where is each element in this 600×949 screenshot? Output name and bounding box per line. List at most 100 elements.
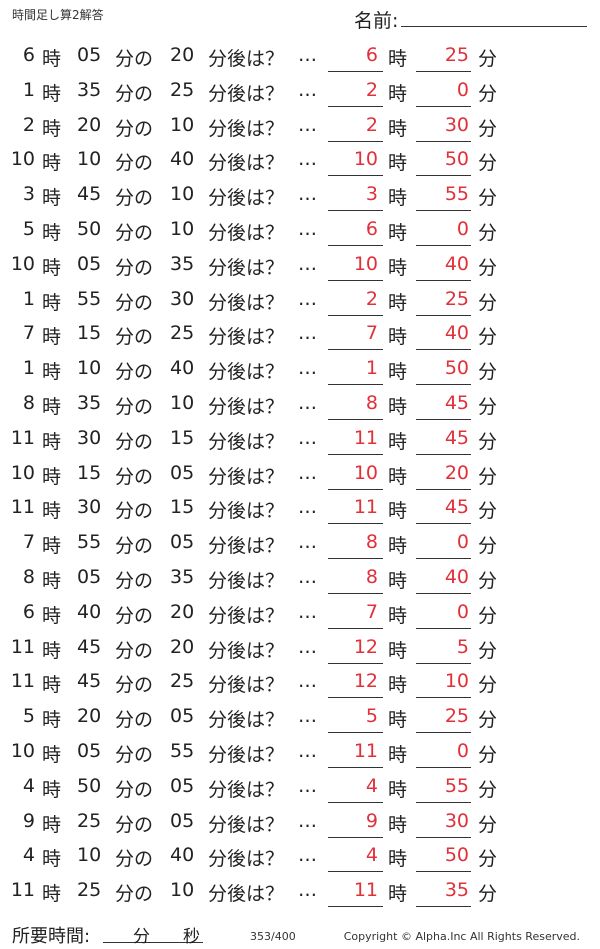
hour-unit: 時 (42, 361, 62, 384)
answer-minute-line (416, 871, 471, 873)
answer-hour-line (328, 697, 383, 699)
answer-minute: 50 (444, 357, 469, 380)
start-minute: 40 (77, 600, 102, 623)
hour-unit: 時 (42, 778, 62, 801)
start-hour: 10 (10, 148, 35, 171)
answer-hour-unit: 時 (388, 221, 408, 244)
answer-hour: 6 (365, 44, 378, 66)
answer-minute: 45 (444, 496, 469, 519)
answer-hour-line (328, 766, 383, 768)
minute-of-label: 分の (115, 500, 154, 523)
answer-minute-unit: 分 (478, 500, 498, 523)
problem-row: 10 時 05 分の 55 分後は？ … 11 時 0 分 (0, 736, 600, 771)
ellipsis: … (298, 183, 318, 206)
answer-minute-unit: 分 (478, 743, 498, 766)
problem-row: 1 時 55 分の 30 分後は？… 2 時 25 分 (0, 284, 600, 319)
start-minute: 50 (77, 774, 102, 797)
answer-minute-line (416, 523, 471, 525)
start-minute: 05 (77, 252, 102, 275)
answer-minute: 30 (444, 113, 469, 136)
answer-minute-unit: 分 (478, 535, 498, 558)
minute-of-label: 分の (115, 256, 154, 279)
answer-minute-unit: 分 (478, 674, 498, 697)
minutes-after-label: 分後は？ (208, 569, 285, 592)
answer-minute-unit: 分 (478, 778, 498, 801)
problem-list: 6 時 05 分の 20 分後は？… 6 時 25 分 1 時 35 分の 25 分後は？… 2 時 0 分 2 時 20 分… (0, 40, 600, 910)
answer-hour-unit: 時 (388, 117, 408, 140)
answer-hour: 6 (365, 217, 378, 240)
ellipsis: … (298, 44, 318, 66)
minutes-after-label: 分後は？ (208, 778, 285, 801)
answer-minute: 50 (444, 844, 469, 867)
answer-minute-line (416, 836, 471, 838)
hour-unit: 時 (42, 569, 62, 592)
answer-minute-unit: 分 (478, 48, 498, 70)
start-hour: 3 (22, 183, 35, 206)
ellipsis: … (298, 600, 318, 623)
added-minutes: 25 (170, 670, 195, 693)
answer-hour-unit: 時 (388, 187, 408, 210)
answer-minute-line (416, 627, 471, 629)
added-minutes: 05 (170, 461, 195, 484)
answer-hour: 4 (365, 774, 378, 797)
answer-hour: 11 (353, 496, 378, 519)
answer-hour: 10 (353, 252, 378, 275)
start-minute: 10 (77, 357, 102, 380)
answer-minute-line (416, 558, 471, 560)
answer-minute-line (416, 279, 471, 281)
answer-hour: 7 (365, 322, 378, 345)
minute-of-label: 分の (115, 82, 154, 105)
answer-minute-unit: 分 (478, 465, 498, 488)
minute-of-label: 分の (115, 639, 154, 662)
answer-minute: 5 (456, 635, 469, 658)
start-minute: 05 (77, 44, 102, 66)
problem-row: 9 時 25 分の 05 分後は？… 9 時 30 分 (0, 806, 600, 841)
added-minutes: 25 (170, 78, 195, 101)
hour-unit: 時 (42, 430, 62, 453)
minute-of-label: 分の (115, 430, 154, 453)
start-hour: 5 (22, 217, 35, 240)
minute-of-label: 分の (115, 291, 154, 314)
answer-hour-unit: 時 (388, 500, 408, 523)
added-minutes: 40 (170, 357, 195, 380)
hour-unit: 時 (42, 117, 62, 140)
answer-minute-unit: 分 (478, 395, 498, 418)
added-minutes: 35 (170, 565, 195, 588)
hour-unit: 時 (42, 813, 62, 836)
ellipsis: … (298, 357, 318, 380)
answer-minute: 40 (444, 322, 469, 345)
answer-hour-line (328, 349, 383, 351)
answer-hour-line (328, 523, 383, 525)
hour-unit: 時 (42, 883, 62, 906)
answer-minute-line (416, 314, 471, 316)
answer-hour-unit: 時 (388, 82, 408, 105)
start-minute: 45 (77, 670, 102, 693)
hour-unit: 時 (42, 500, 62, 523)
answer-hour: 7 (365, 600, 378, 623)
minutes-after-label: 分後は？ (208, 500, 285, 523)
problem-row: 2 時 20 分の 10 分後は？… 2 時 30 分 (0, 110, 600, 145)
added-minutes: 05 (170, 774, 195, 797)
ellipsis: … (298, 78, 318, 101)
minutes-after-label: 分後は？ (208, 291, 285, 314)
minute-of-label: 分の (115, 709, 154, 732)
answer-hour-unit: 時 (388, 395, 408, 418)
start-hour: 7 (22, 531, 35, 554)
hour-unit: 時 (42, 187, 62, 210)
copyright: Copyright © Alpha.Inc All Rights Reserve… (343, 930, 580, 943)
minutes-after-label: 分後は？ (208, 48, 285, 70)
ellipsis: … (298, 635, 318, 658)
start-hour: 6 (22, 44, 35, 66)
added-minutes: 10 (170, 113, 195, 136)
answer-minute-line (416, 906, 471, 908)
minutes-after-label: 分後は？ (208, 152, 285, 175)
answer-hour: 10 (353, 148, 378, 171)
added-minutes: 30 (170, 287, 195, 310)
answer-hour-unit: 時 (388, 291, 408, 314)
problem-row: 1 時 35 分の 25 分後は？… 2 時 0 分 (0, 75, 600, 110)
minute-of-label: 分の (115, 187, 154, 210)
start-minute: 55 (77, 287, 102, 310)
added-minutes: 20 (170, 44, 195, 66)
answer-minute-line (416, 732, 471, 734)
hour-unit: 時 (42, 326, 62, 349)
